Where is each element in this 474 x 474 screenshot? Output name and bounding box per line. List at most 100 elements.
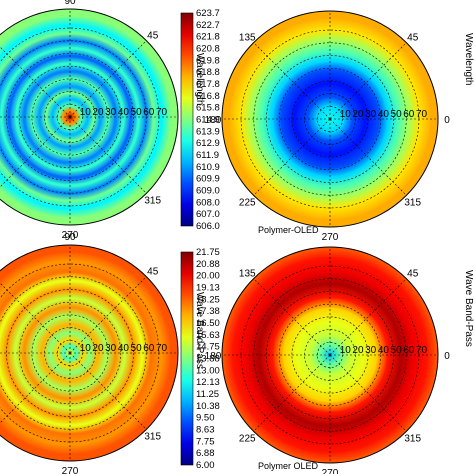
heatmap-ring [40,323,100,383]
grid-circle-40 [278,303,382,407]
angle-tick-label: 0 [444,351,450,362]
angle-tick-label: 135 [239,32,256,43]
radial-tick-label: 20 [92,343,104,354]
grid-circle-50 [266,291,394,419]
angle-tick-label: 45 [407,268,419,279]
colorbar-gradient [180,12,194,227]
colorbar-tick-label: 616.8 [196,91,220,102]
heatmap-ring [270,59,390,179]
colorbar-tick-label: 7.75 [196,436,215,447]
polar-panel-bottom-right: 10 20 30 40 50 60 70 135 45 180 0 225 315 270Polymer … [205,246,450,474]
angle-tick-label: 315 [144,196,161,207]
grid-circle-30 [31,314,109,392]
angle-tick-label: 270 [62,230,79,241]
radial-tick-label: 10 [340,109,352,120]
radial-tick-label: 70 [156,107,168,118]
grid-circle-40 [278,67,382,171]
grid-circle-50 [6,53,134,181]
colorbar-label: Wave Band-Pass [194,292,205,369]
colorbar-tick-label: 10.38 [196,401,220,412]
radial-tick-label: 10 [80,343,92,354]
heatmap-ring [222,247,438,463]
colorbar-tick-label: 19.13 [196,283,220,294]
heatmap-ring [305,94,355,144]
angle-tick-label: 315 [144,432,161,443]
colorbar-tick-label: 608.0 [196,197,220,208]
colorbar-tick-label: 20.88 [196,259,220,270]
radial-tick-label: 20 [352,345,364,356]
angle-tick-label: 90 [64,0,76,7]
colorbar-bottom-left: 21.7520.8820.0019.1318.2517.3816.5015.63… [180,247,220,471]
radial-tick-label: 10 [340,345,352,356]
radial-tick-label: 60 [143,343,155,354]
radial-tick-label: 70 [156,343,168,354]
colorbar-tick-label: 17.38 [196,306,220,317]
angle-tick-label: 180 [205,351,222,362]
colorbar-top-left: 623.7622.7621.8620.8619.8618.8617.8616.8… [180,8,220,232]
radial-tick-label: 60 [143,107,155,118]
colorbar-tick-label: 18.25 [196,294,220,305]
grid-spoke [329,118,407,196]
radial-tick-label: 30 [365,345,377,356]
heatmap-ring [257,282,403,428]
heatmap-ring [0,24,163,210]
heatmap-ring [292,81,368,157]
angle-tick-label: 270 [322,232,339,243]
colorbar-tick-label: 15.63 [196,330,220,341]
colorbar-tick-label: 16.50 [196,318,220,329]
colorbar-tick-label: 609.9 [196,174,220,185]
polar-panel-top-right: 10 20 30 40 50 60 70 135 45 180 0 225 315 270Polymer-… [205,10,450,243]
angle-tick-label: 315 [404,198,421,209]
polar-border [221,10,439,228]
heatmap-ring [0,260,163,446]
radial-tick-label: 70 [416,345,428,356]
radial-tick-label: 60 [403,345,415,356]
colorbar-tick-label: 8.63 [196,425,215,436]
grid-spoke [69,352,147,430]
colorbar-tick-label: 621.8 [196,32,220,43]
radial-tick-label: 20 [92,107,104,118]
colorbar-tick-label: 612.9 [196,138,220,149]
colorbar-tick-label: 6.00 [196,460,215,471]
grid-spoke [253,42,331,120]
radial-tick-label: 40 [118,107,130,118]
colorbar-tick-label: 20.00 [196,271,220,282]
grid-spoke [69,40,147,118]
angle-tick-label: 135 [239,268,256,279]
heatmap-ring [270,295,390,415]
heatmap-ring [62,345,78,361]
heatmap-ring [13,296,127,410]
radial-tick-label: 30 [105,343,117,354]
colorbar-tick-label: 610.9 [196,162,220,173]
heatmap-ring [249,38,411,200]
colorbar-tick-label: 14.75 [196,342,220,353]
radial-tick-label: 40 [378,345,390,356]
colorbar-tick-label: 620.8 [196,44,220,55]
colorbar-tick-label: 623.7 [196,8,220,19]
radial-tick-label: 50 [391,109,403,120]
grid-spoke [329,278,407,356]
colorbar-label: Wavelength [463,33,474,85]
colorbar-label: Wave Band-Pass [463,270,474,347]
angle-tick-label: 315 [404,434,421,445]
polar-border [221,246,439,464]
angle-tick-label: 270 [322,468,339,474]
grid-spoke [253,118,331,196]
colorbar-tick-label: 606.0 [196,221,220,232]
colorbar-tick-label: 611.9 [196,150,219,161]
colorbar-tick-label: 6.88 [196,448,215,459]
radial-tick-label: 20 [352,109,364,120]
grid-circle-40 [18,65,122,169]
heatmap-ring [318,343,342,367]
grid-spoke [0,276,71,354]
angle-tick-label: 0 [444,115,450,126]
polar-border [0,8,179,226]
grid-spoke [0,116,71,194]
panel-title: Polymer OLED [258,461,319,471]
colorbar-tick-label: 13.88 [196,354,220,365]
panel-title: Polymer-OLED [258,225,319,235]
radial-tick-label: 10 [80,107,92,118]
colorbar-tick-label: 619.8 [196,55,220,66]
colorbar-tick-label: 13.00 [196,365,220,376]
grid-circle-30 [31,78,109,156]
